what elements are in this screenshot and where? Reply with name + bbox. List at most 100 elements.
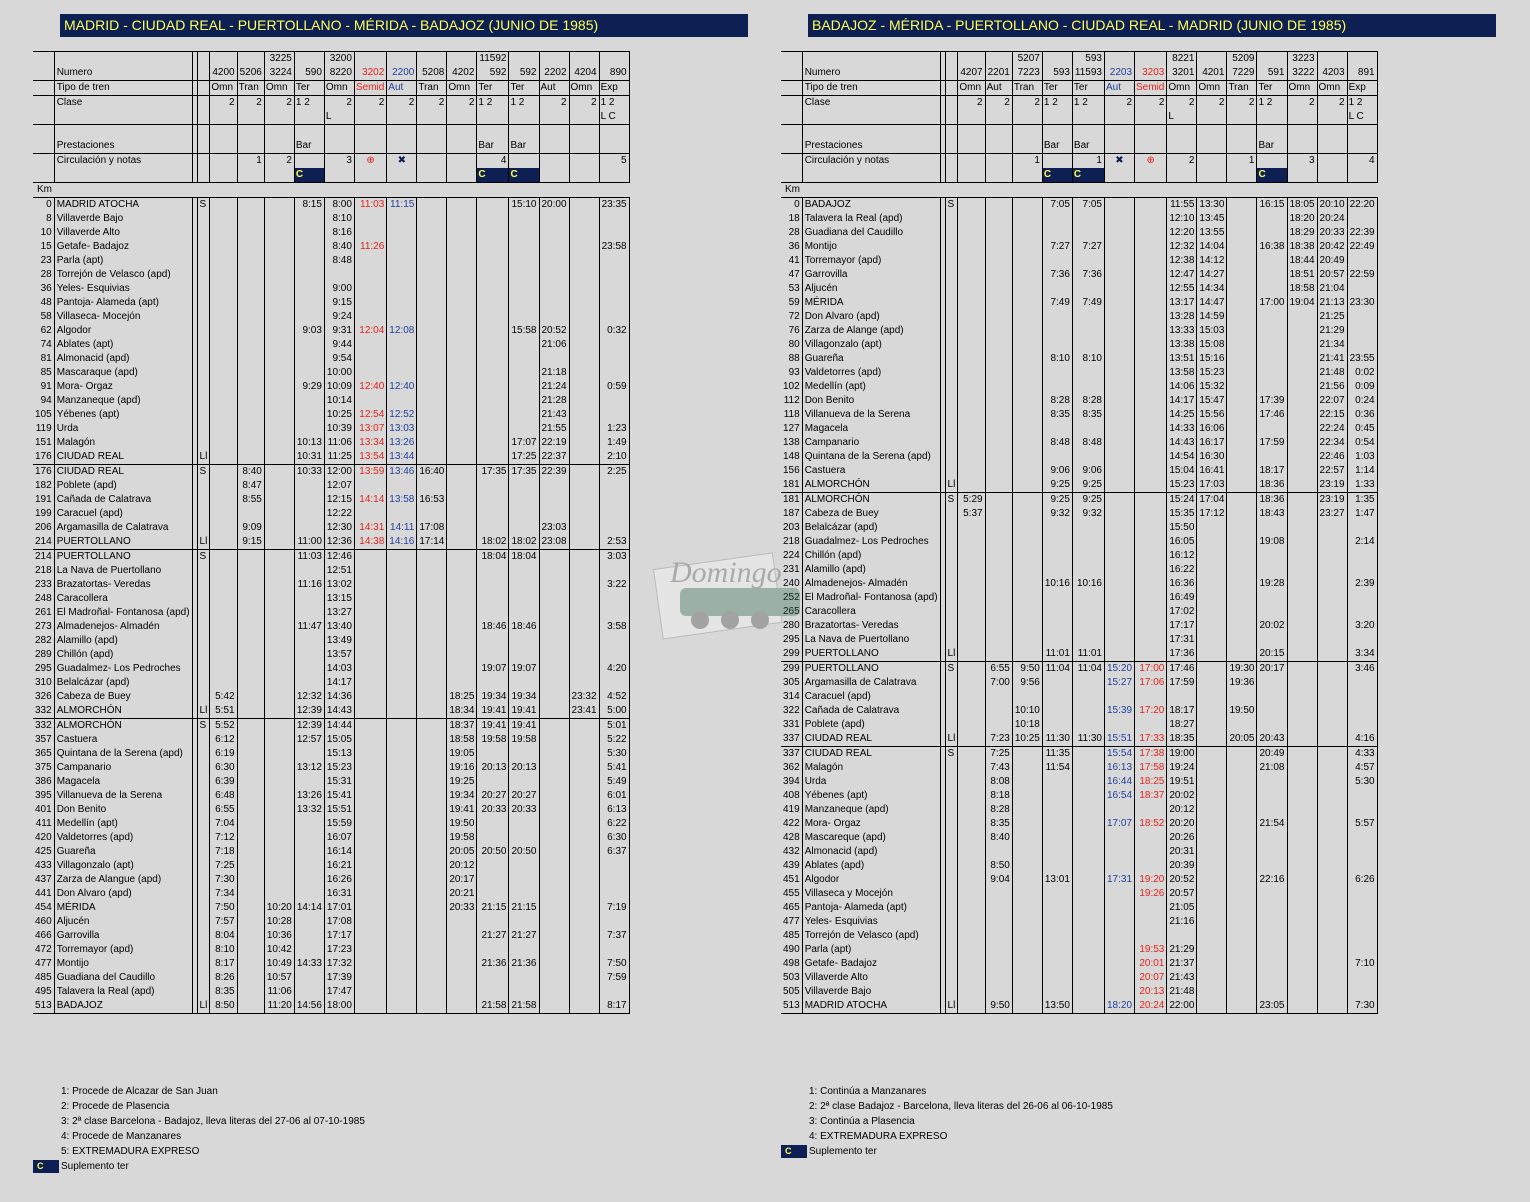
time-cell (957, 351, 986, 366)
time-cell (293, 478, 325, 493)
time-cell (1071, 745, 1105, 761)
time-cell: 1:47 (1346, 506, 1378, 521)
time-cell (236, 239, 265, 254)
station-row: 428 Mascareque (apd) 8:40 20:26 (781, 830, 1378, 845)
arr-dep-mark (944, 914, 959, 929)
right-numero-row-label: Numero (802, 66, 941, 81)
station-row: 295 Guadalmez- Los Pedroches 14:03 19:07 19:… (33, 661, 630, 676)
gap-cell (939, 534, 946, 549)
time-cell (416, 774, 448, 789)
gap-cell (191, 970, 198, 985)
time-cell (1256, 379, 1288, 394)
arr-dep-mark: Ll (944, 477, 959, 492)
time-cell (1071, 323, 1105, 338)
time-cell (416, 435, 448, 450)
time-cell: 21:25 (1316, 309, 1348, 324)
time-cell (386, 506, 418, 521)
time-cell (1316, 844, 1348, 859)
arr-dep-mark (944, 576, 959, 591)
time-cell: 13:26 (293, 788, 325, 803)
time-cell: 21:13 (1316, 295, 1348, 310)
time-cell (598, 253, 630, 268)
arr-dep-mark (944, 463, 959, 478)
time-cell: 13:44 (386, 449, 418, 464)
time-cell (476, 647, 510, 662)
time-cell: 20:13 (508, 760, 540, 775)
time-cell (1041, 590, 1073, 605)
time-cell (957, 323, 986, 338)
time-cell: 4:16 (1346, 731, 1378, 746)
time-cell: 10:14 (323, 393, 355, 408)
time-cell: 13:30 (1196, 196, 1228, 212)
time-cell (416, 914, 448, 929)
time-cell (568, 760, 600, 775)
time-cell: 8:55 (236, 492, 265, 507)
km-cell: 428 (781, 830, 803, 845)
left-clase2-row-mark (196, 110, 211, 125)
time-cell (263, 281, 295, 296)
time-cell: 17:46 (1166, 660, 1198, 676)
time-cell (446, 196, 478, 212)
time-cell (416, 267, 448, 282)
time-cell (1134, 449, 1168, 464)
time-cell (1256, 774, 1288, 789)
time-cell: 8:28 (984, 802, 1013, 817)
right-hdr-row1: 5207 593 8221 5209 3223 (781, 51, 1378, 66)
left-suplemento-row-label (54, 167, 193, 183)
time-cell (293, 421, 325, 436)
time-cell: 16:07 (323, 830, 355, 845)
left-tipo-row-cell: Ter (293, 80, 325, 96)
time-cell (1286, 309, 1318, 324)
km-cell: 395 (33, 788, 55, 803)
note-text: 1: Procede de Alcazar de San Juan (61, 1086, 218, 1097)
time-cell (1071, 984, 1105, 999)
time-cell (957, 239, 986, 254)
arr-dep-mark (196, 407, 211, 422)
time-cell (293, 970, 325, 985)
station-row: 305 Argamasilla de Calatrava 7:00 9:56 15:27… (781, 675, 1378, 690)
km-cell: 41 (781, 253, 803, 268)
time-cell (984, 942, 1013, 957)
time-cell (568, 717, 600, 733)
km-cell: 337 (781, 731, 803, 746)
station-row: 422 Mora- Orgaz 8:35 17:07 18:52 20:20 21:54 5:… (781, 816, 1378, 831)
time-cell (293, 239, 325, 254)
time-cell (353, 253, 388, 268)
time-cell (353, 984, 388, 999)
arr-dep-mark (196, 492, 211, 507)
time-cell: 16:15 (1256, 196, 1288, 212)
time-cell (1103, 267, 1136, 282)
time-cell: 15:20 (1103, 660, 1136, 676)
left-clase-row-cell: 2 (386, 95, 418, 110)
time-cell (416, 760, 448, 775)
time-cell (236, 872, 265, 887)
km-cell: 105 (33, 407, 55, 422)
right-clase2-row-cell (1103, 110, 1136, 125)
km-cell: 432 (781, 844, 803, 859)
station-name: El Madroñal- Fontanosa (apd) (54, 605, 193, 620)
left-suplemento-row-mark (196, 167, 211, 183)
time-cell: 17:14 (416, 534, 448, 549)
time-cell (1103, 435, 1136, 450)
km-cell: 48 (33, 295, 55, 310)
time-cell (1346, 281, 1378, 296)
time-cell (353, 732, 388, 747)
time-cell (236, 746, 265, 761)
time-cell (538, 577, 570, 592)
time-cell: 20:43 (1256, 731, 1288, 746)
time-cell (984, 337, 1013, 352)
gap-cell (939, 491, 946, 507)
time-cell (1011, 281, 1043, 296)
km-cell: 433 (33, 858, 55, 873)
time-cell (568, 211, 600, 226)
time-cell (236, 351, 265, 366)
left-clase-row-mark (196, 95, 211, 110)
time-cell: 14:06 (1166, 379, 1198, 394)
time-cell (1071, 703, 1105, 718)
km-cell: 441 (33, 886, 55, 901)
time-cell (538, 956, 570, 971)
time-cell: 15:50 (1166, 520, 1198, 535)
km-cell: 181 (781, 491, 803, 507)
time-cell (236, 605, 265, 620)
